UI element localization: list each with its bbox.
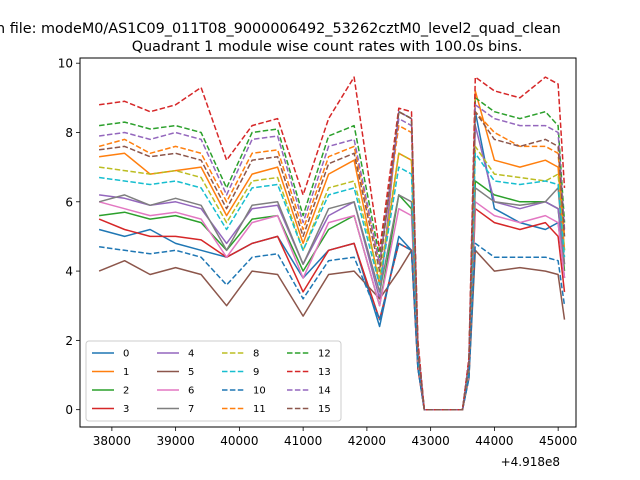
legend-box xyxy=(85,340,342,422)
y-tick-label: 4 xyxy=(65,265,73,279)
y-tick-label: 8 xyxy=(65,126,73,140)
legend-label-2: 2 xyxy=(123,386,129,397)
axes-frame xyxy=(79,57,577,428)
series-line-10 xyxy=(98,242,566,411)
x-tick-label: 43000 xyxy=(412,434,450,448)
chart-title: Quadrant 1 module wise count rates with … xyxy=(132,39,523,55)
legend-label-3: 3 xyxy=(123,404,129,415)
x-tick-label: 44000 xyxy=(475,434,513,448)
series-line-15 xyxy=(99,110,566,411)
legend-label-5: 5 xyxy=(188,367,194,378)
y-tick-label: 10 xyxy=(58,57,73,71)
series-line-7 xyxy=(98,187,566,411)
series-line-14 xyxy=(98,104,566,411)
legend-label-7: 7 xyxy=(188,404,194,415)
x-tick-label: 38000 xyxy=(93,434,131,448)
legend-label-10: 10 xyxy=(253,386,266,397)
legend-label-0: 0 xyxy=(123,349,129,360)
x-tick-label: 40000 xyxy=(220,434,258,448)
x-offset-label: +4.918e8 xyxy=(501,455,560,469)
legend-label-14: 14 xyxy=(318,386,331,397)
series-line-9 xyxy=(98,152,566,411)
figure-suptitle: n file: modeM0/AS1C09_011T08_9000006492_… xyxy=(0,21,561,37)
legend-label-8: 8 xyxy=(253,349,259,360)
y-tick-label: 0 xyxy=(65,403,73,417)
axis-ticks: 38000 39000 40000 41000 42000 43000 44000 45000… xyxy=(58,57,578,448)
x-tick-label: 39000 xyxy=(157,434,195,448)
series-line-8 xyxy=(98,145,566,411)
x-tick-label: 42000 xyxy=(348,434,386,448)
legend-label-15: 15 xyxy=(318,404,331,415)
legend-label-13: 13 xyxy=(318,367,331,378)
legend-label-11: 11 xyxy=(253,404,266,415)
y-tick-label: 6 xyxy=(65,195,73,209)
y-tick-label: 2 xyxy=(65,334,73,348)
series-line-2 xyxy=(99,180,566,411)
series-line-5 xyxy=(98,249,566,411)
legend-label-6: 6 xyxy=(188,386,194,397)
plot-area xyxy=(98,76,566,411)
legend-label-9: 9 xyxy=(253,367,259,378)
series-line-13 xyxy=(98,76,566,411)
legend-label-12: 12 xyxy=(318,349,331,360)
x-tick-label: 41000 xyxy=(284,434,322,448)
legend-label-4: 4 xyxy=(188,349,194,360)
x-tick-label: 45000 xyxy=(539,434,577,448)
legend-label-1: 1 xyxy=(123,367,129,378)
series-line-11 xyxy=(98,110,566,411)
series-line-6 xyxy=(98,201,566,411)
